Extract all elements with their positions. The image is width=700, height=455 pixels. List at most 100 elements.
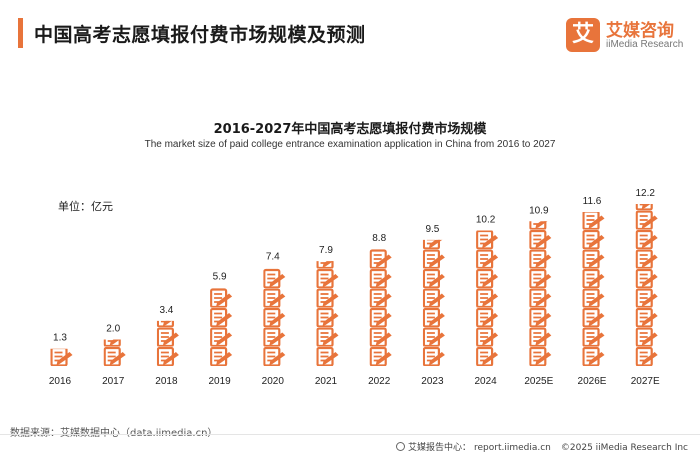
form-icon [476,327,499,347]
form-icon [529,268,552,288]
form-icon [529,307,552,327]
form-icon [422,307,445,327]
form-icon [263,268,286,288]
report-center-link[interactable]: report.iimedia.cn [473,443,551,453]
form-icon [156,327,179,347]
form-icon [422,249,445,269]
x-tick-label: 2027E [631,376,660,387]
form-icon [635,268,658,288]
bar-2022 [369,249,392,366]
form-icon [50,348,73,366]
form-icon [476,307,499,327]
bar-2021 [316,261,339,366]
x-tick-label: 2018 [155,376,178,387]
form-icon [635,204,653,210]
x-tick-label: 2020 [262,376,285,387]
form-icon [529,288,552,308]
logo-mark-icon: 艾 [566,18,600,52]
form-icon [263,307,286,327]
form-icon [476,346,499,366]
x-tick-label: 2026E [578,376,607,387]
bar-2017 [103,339,126,366]
form-icon [210,346,233,366]
bar-2025E [529,221,552,366]
report-center-icon [395,442,405,451]
value-label: 10.2 [476,215,496,226]
form-icon [476,288,499,308]
form-icon [635,229,658,249]
value-label: 9.5 [425,224,439,235]
form-icon [316,261,334,269]
x-tick-label: 2019 [208,376,231,387]
form-icon [316,288,339,308]
form-icon [210,307,233,327]
form-icon [529,249,552,269]
form-icon [369,288,392,308]
form-icon [582,229,605,249]
form-icon [582,307,605,327]
chart-subtitle: The market size of paid college entrance… [144,139,556,150]
form-icon [103,346,126,366]
form-icon [529,221,548,230]
form-icon [476,249,499,269]
copyright: ©2025 iiMedia Research Inc [560,443,688,453]
x-tick-label: 2022 [368,376,391,387]
form-icon [635,327,658,347]
form-icon [582,211,605,230]
form-icon [529,346,552,366]
logo-name-en: iiMedia Research [606,39,684,50]
form-icon [156,320,174,327]
bar-2016 [50,348,73,366]
x-tick-label: 2017 [102,376,125,387]
form-icon [582,346,605,366]
value-label: 12.2 [635,188,655,199]
bar-2024 [476,230,499,366]
form-icon [422,268,445,288]
value-label: 8.8 [372,233,386,244]
form-icon [582,288,605,308]
form-icon [529,327,552,347]
form-icon [422,327,445,347]
form-icon [263,346,286,366]
form-icon [156,346,179,366]
form-icon [582,268,605,288]
form-icon [635,346,658,366]
form-icon [422,239,443,250]
bar-2027E [635,204,658,366]
value-label: 2.0 [106,323,120,334]
title-accent-bar [18,18,23,48]
x-tick-label: 2023 [421,376,444,387]
x-tick-label: 2021 [315,376,338,387]
form-icon [369,268,392,288]
form-icon [582,327,605,347]
form-icon [476,268,499,288]
value-label: 10.9 [529,205,549,216]
form-icon [210,288,233,308]
footer-divider [0,434,700,435]
form-icon [369,327,392,347]
form-icon [635,210,658,230]
form-icon [316,268,339,288]
bar-2019 [210,288,233,366]
form-icon [422,288,445,308]
bar-2023 [422,239,445,366]
form-icon [635,288,658,308]
form-icon [263,327,286,347]
form-icon [529,229,552,249]
logo-name-cn: 艾媒咨询 [606,21,674,41]
bar-2018 [156,320,179,366]
bar-2026E [582,211,605,366]
form-icon [316,346,339,366]
form-icon [369,307,392,327]
form-icon [635,249,658,269]
footer: 艾媒报告中心： report.iimedia.cn ©2025 iiMedia Re… [393,440,688,453]
unit-label: 单位：亿元 [58,200,113,213]
form-icon [476,230,499,249]
report-center-label: 艾媒报告中心： [407,443,471,453]
form-icon [103,339,121,347]
x-tick-label: 2016 [49,376,72,387]
bar-chart: 1.3 2016 2.0 2017 3.4 2018 5.9 2019 7.4 2020 7.9 20… [49,188,660,387]
value-label: 1.3 [53,333,67,344]
form-icon [316,327,339,347]
form-icon [369,249,392,269]
